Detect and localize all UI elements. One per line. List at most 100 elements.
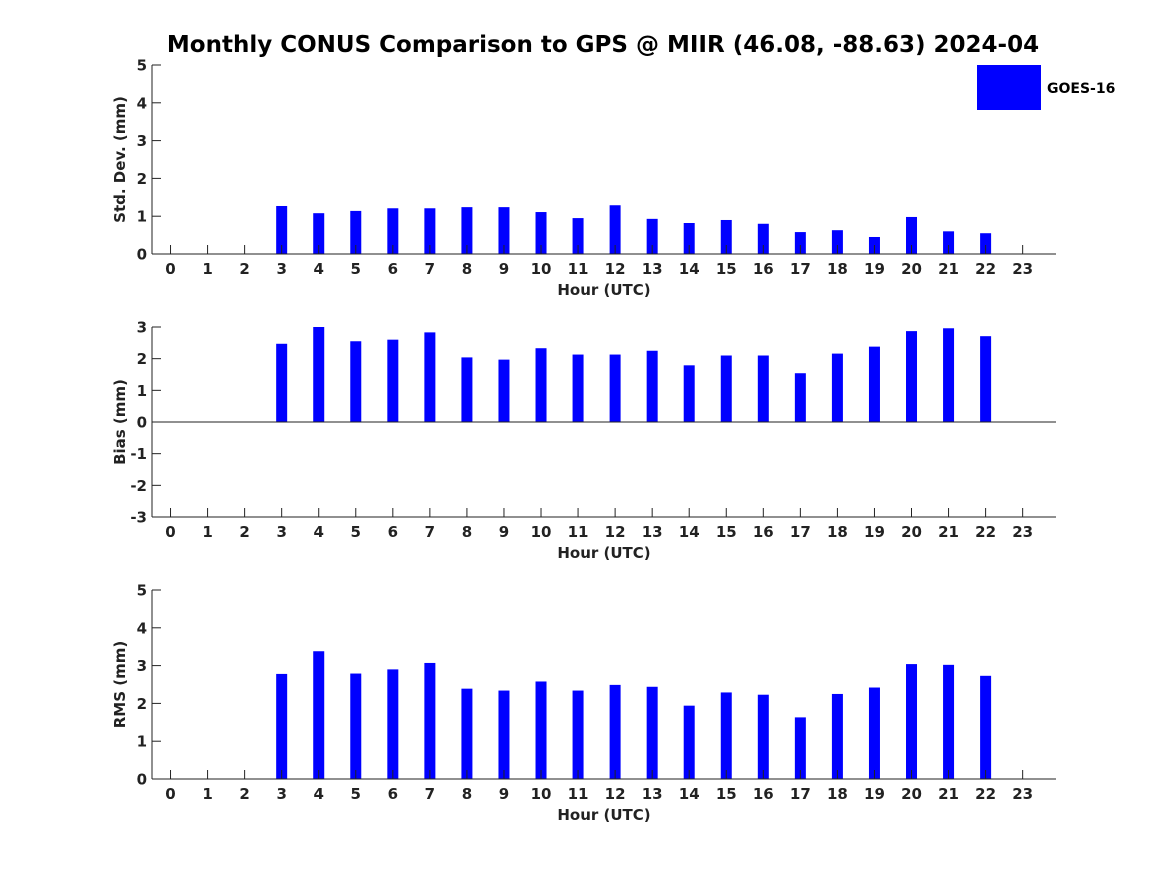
rms-bar-4: [313, 651, 325, 779]
std-dev-bar-10: [535, 212, 547, 254]
bias-x-tick-label: 3: [276, 523, 286, 541]
legend-swatch-goes-16: [977, 65, 1041, 110]
rms-bar-10: [535, 681, 547, 779]
std-dev-bar-15: [720, 219, 732, 254]
rms-bar-6: [387, 669, 399, 779]
bias-y-tick-label: 3: [137, 319, 147, 337]
bias-bar-17: [794, 373, 806, 422]
rms-x-tick-label: 8: [462, 785, 472, 803]
std-dev-x-tick-label: 6: [388, 260, 398, 278]
rms-bar-5: [350, 673, 362, 779]
bias-bar-14: [683, 365, 695, 422]
std-dev-x-tick-label: 2: [239, 260, 249, 278]
std-dev-x-tick-label: 20: [901, 260, 922, 278]
bias-bar-18: [831, 353, 843, 422]
rms-x-tick-label: 0: [165, 785, 175, 803]
rms-x-tick-label: 5: [351, 785, 361, 803]
rms-bar-14: [683, 705, 695, 779]
bias-x-tick-label: 13: [642, 523, 663, 541]
rms-x-tick-label: 12: [605, 785, 626, 803]
std-dev-y-tick-label: 3: [137, 132, 147, 150]
legend: GOES-16: [977, 65, 1115, 110]
std-dev-bar-11: [572, 218, 584, 254]
std-dev-bar-7: [424, 208, 436, 254]
rms-bar-12: [609, 684, 621, 779]
bias-x-tick-label: 0: [165, 523, 175, 541]
bias-y-axis-label: Bias (mm): [111, 379, 129, 465]
bias-x-tick-label: 1: [202, 523, 212, 541]
rms-x-tick-label: 11: [568, 785, 589, 803]
bias-x-tick-label: 21: [938, 523, 959, 541]
std-dev-bar-16: [757, 223, 769, 254]
bias-y-tick-label: 0: [137, 414, 147, 432]
rms-x-tick-label: 20: [901, 785, 922, 803]
bias-x-tick-label: 16: [753, 523, 774, 541]
bias-x-tick-label: 22: [975, 523, 996, 541]
bias-y-tick-label: -2: [130, 477, 147, 495]
bias-x-tick-label: 5: [351, 523, 361, 541]
bias-x-tick-label: 19: [864, 523, 885, 541]
std-dev-bar-3: [276, 205, 288, 254]
bias-x-tick-label: 9: [499, 523, 509, 541]
std-dev-x-tick-label: 16: [753, 260, 774, 278]
rms-y-tick-label: 5: [137, 582, 147, 600]
bias-y-tick-label: -1: [130, 445, 147, 463]
rms-x-tick-label: 18: [827, 785, 848, 803]
std-dev-x-tick-label: 0: [165, 260, 175, 278]
rms-bar-19: [868, 687, 880, 779]
bias-bar-6: [387, 339, 399, 422]
std-dev-bar-5: [350, 210, 362, 254]
rms-x-tick-label: 10: [531, 785, 552, 803]
std-dev-x-tick-label: 9: [499, 260, 509, 278]
rms-x-tick-label: 9: [499, 785, 509, 803]
bias-bar-19: [868, 346, 880, 422]
std-dev-x-tick-label: 4: [314, 260, 324, 278]
bias-x-tick-label: 18: [827, 523, 848, 541]
bias-bar-10: [535, 348, 547, 422]
std-dev-bar-12: [609, 205, 621, 254]
rms-x-tick-label: 15: [716, 785, 737, 803]
std-dev-x-axis-label: Hour (UTC): [557, 281, 650, 299]
bias-bar-16: [757, 355, 769, 422]
std-dev-y-tick-label: 4: [137, 94, 147, 112]
bias-y-tick-label: 2: [137, 350, 147, 368]
bias-bar-21: [943, 328, 955, 422]
rms-x-tick-label: 2: [239, 785, 249, 803]
bias-bar-22: [980, 336, 992, 422]
std-dev-y-tick-label: 2: [137, 170, 147, 188]
bias-x-tick-label: 2: [239, 523, 249, 541]
rms-bar-8: [461, 688, 473, 779]
std-dev-y-tick-label: 5: [137, 57, 147, 75]
bias-bar-20: [906, 331, 918, 422]
rms-x-tick-label: 1: [202, 785, 212, 803]
rms-bar-13: [646, 686, 658, 779]
rms-x-tick-label: 7: [425, 785, 435, 803]
rms-bar-18: [831, 693, 843, 779]
rms-y-tick-label: 3: [137, 657, 147, 675]
bias-bar-4: [313, 327, 325, 422]
rms-bar-15: [720, 692, 732, 779]
rms-x-tick-label: 6: [388, 785, 398, 803]
std-dev-x-tick-label: 7: [425, 260, 435, 278]
std-dev-x-tick-label: 13: [642, 260, 663, 278]
std-dev-x-tick-label: 8: [462, 260, 472, 278]
rms-x-tick-label: 23: [1012, 785, 1033, 803]
std-dev-x-tick-label: 10: [531, 260, 552, 278]
rms-bar-11: [572, 690, 584, 779]
rms-x-tick-label: 3: [276, 785, 286, 803]
std-dev-x-tick-label: 19: [864, 260, 885, 278]
std-dev-bar-22: [980, 233, 992, 254]
std-dev-x-tick-label: 17: [790, 260, 811, 278]
rms-x-tick-label: 4: [314, 785, 324, 803]
std-dev-x-tick-label: 18: [827, 260, 848, 278]
rms-bar-17: [794, 717, 806, 779]
bias-x-tick-label: 12: [605, 523, 626, 541]
bias-bar-9: [498, 359, 510, 422]
rms-x-tick-label: 21: [938, 785, 959, 803]
rms-y-tick-label: 2: [137, 695, 147, 713]
bias-x-tick-label: 4: [314, 523, 324, 541]
std-dev-x-tick-label: 22: [975, 260, 996, 278]
std-dev-bar-17: [794, 232, 806, 254]
